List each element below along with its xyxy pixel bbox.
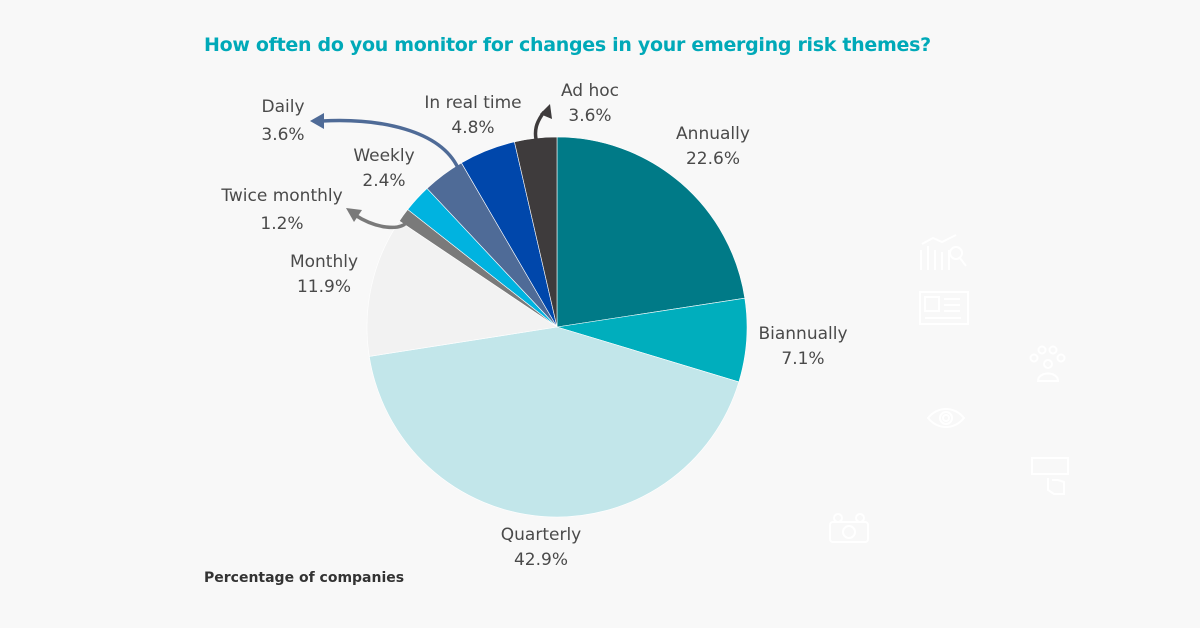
label-annually: Annually 22.6% — [676, 122, 750, 172]
ad-hoc-arrowhead — [540, 104, 552, 119]
chart-title: How often do you monitor for changes in … — [204, 34, 931, 56]
label-daily: Daily 3.6% — [261, 93, 304, 149]
pie-slice-annually — [556, 136, 746, 328]
footnote: Percentage of companies — [204, 570, 405, 586]
daily-arrowhead — [310, 113, 324, 129]
twice-monthly-callout-arrow — [354, 213, 410, 230]
daily-callout-arrow — [321, 118, 460, 169]
label-weekly: Weekly 2.4% — [353, 144, 414, 194]
slice-label: Monthly — [289, 252, 359, 272]
money-icon — [829, 513, 869, 543]
slice-label: Weekly — [353, 146, 415, 166]
team-icon — [1029, 345, 1066, 382]
newspaper-icon — [919, 291, 969, 325]
label-ad-hoc: Ad hoc 3.6% — [561, 79, 619, 129]
slice-value: 42.9% — [513, 550, 568, 570]
slice-value: 22.6% — [685, 149, 741, 169]
slice-label: Twice monthly — [221, 186, 343, 206]
chart-search-icon — [920, 234, 967, 270]
twice-monthly-arrowhead — [346, 208, 362, 222]
label-monthly: Monthly 11.9% — [290, 250, 358, 300]
slice-value: 4.8% — [451, 118, 495, 138]
pie-slice-quarterly — [368, 326, 740, 518]
slice-label: Quarterly — [500, 525, 582, 545]
label-quarterly: Quarterly 42.9% — [501, 523, 581, 573]
label-biannually: Biannually 7.1% — [758, 322, 847, 372]
subscribe-click-icon — [1031, 457, 1069, 495]
slice-value: 1.2% — [260, 214, 304, 234]
slice-label: Daily — [261, 97, 305, 117]
slice-value: 3.6% — [261, 125, 305, 145]
slice-value: 7.1% — [781, 349, 825, 369]
slice-label: Ad hoc — [560, 81, 620, 101]
eye-icon — [926, 408, 966, 428]
slice-value: 11.9% — [296, 277, 352, 297]
slice-label: In real time — [424, 93, 522, 113]
slice-value: 3.6% — [568, 106, 612, 126]
slice-label: Annually — [676, 124, 750, 144]
slice-label: Biannually — [758, 324, 848, 344]
slice-value: 2.4% — [362, 171, 406, 191]
label-twice-monthly: Twice monthly 1.2% — [221, 182, 342, 238]
label-in-real-time: In real time 4.8% — [424, 91, 521, 141]
